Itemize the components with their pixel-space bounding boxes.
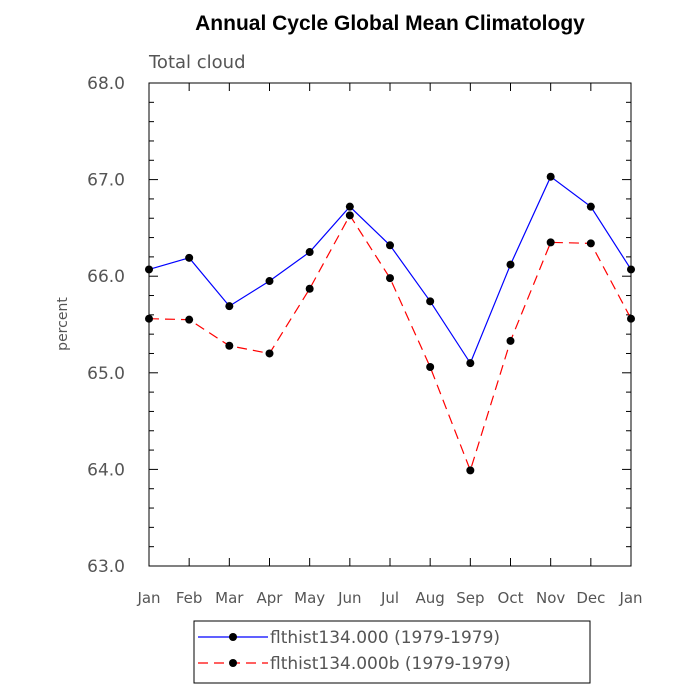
- x-tick-label: Jul: [380, 589, 399, 607]
- x-tick-label: Apr: [257, 589, 284, 607]
- data-point: [225, 341, 234, 350]
- data-point: [265, 277, 274, 286]
- y-tick-labels: 63.0 64.0 65.0 66.0 67.0 68.0: [87, 74, 125, 577]
- x-tick-label: Sep: [456, 589, 484, 607]
- chart-title: Annual Cycle Global Mean Climatology: [195, 12, 585, 35]
- y-tick-label: 65.0: [87, 364, 125, 384]
- data-point: [386, 274, 394, 283]
- y-tick-label: 64.0: [87, 460, 125, 480]
- y-tick-label: 67.0: [87, 171, 125, 191]
- legend: flthist134.000 (1979-1979) flthist134.000…: [193, 620, 591, 684]
- data-point: [345, 202, 354, 211]
- x-tick-label: Oct: [498, 589, 524, 607]
- data-point: [506, 260, 515, 269]
- y-tick-label: 63.0: [87, 557, 125, 577]
- data-point: [627, 314, 635, 323]
- legend-marker-1: [229, 633, 237, 641]
- x-tick-label: Jan: [136, 589, 160, 607]
- data-point: [426, 363, 435, 372]
- y-tick-label: 66.0: [87, 267, 125, 287]
- y-axis-label: percent: [55, 297, 71, 351]
- series-line-1: [148, 175, 632, 365]
- data-point: [386, 241, 394, 250]
- x-tick-label: Aug: [416, 589, 445, 607]
- data-point: [506, 336, 515, 345]
- x-tick-label: Jun: [337, 589, 361, 607]
- data-point: [185, 253, 194, 262]
- data-point: [627, 265, 635, 274]
- legend-label-2: flthist134.000b (1979-1979): [270, 654, 511, 674]
- x-tick-label: Mar: [215, 589, 244, 607]
- data-point: [305, 248, 314, 257]
- plot-frame: [148, 82, 632, 567]
- data-point: [265, 349, 274, 358]
- data-point: [145, 314, 153, 323]
- legend-label-1: flthist134.000 (1979-1979): [270, 628, 500, 648]
- chart-subtitle: Total cloud: [148, 52, 246, 73]
- legend-box: [193, 620, 591, 684]
- x-tick-label: Dec: [576, 589, 605, 607]
- data-point: [546, 238, 555, 247]
- data-point: [185, 315, 194, 324]
- series-group: [145, 172, 635, 475]
- data-point: [546, 172, 555, 181]
- data-point: [145, 265, 153, 274]
- axis-ticks: [148, 82, 632, 567]
- legend-marker-2: [229, 659, 237, 667]
- data-point: [586, 202, 595, 211]
- data-point: [466, 359, 475, 368]
- series-line-2: [148, 214, 632, 473]
- data-point: [426, 297, 435, 306]
- data-point: [225, 302, 234, 311]
- x-tick-label: Jan: [618, 589, 642, 607]
- data-point: [305, 284, 314, 293]
- data-point: [586, 239, 595, 248]
- x-tick-label: Nov: [536, 589, 565, 607]
- x-tick-labels: Jan Feb Mar Apr May Jun Jul Aug Sep Oct Nov Dec Jan: [136, 589, 642, 607]
- x-tick-label: Feb: [176, 589, 203, 607]
- data-point: [345, 211, 354, 220]
- x-tick-label: May: [294, 589, 325, 607]
- y-tick-label: 68.0: [87, 74, 125, 94]
- data-point: [466, 466, 475, 475]
